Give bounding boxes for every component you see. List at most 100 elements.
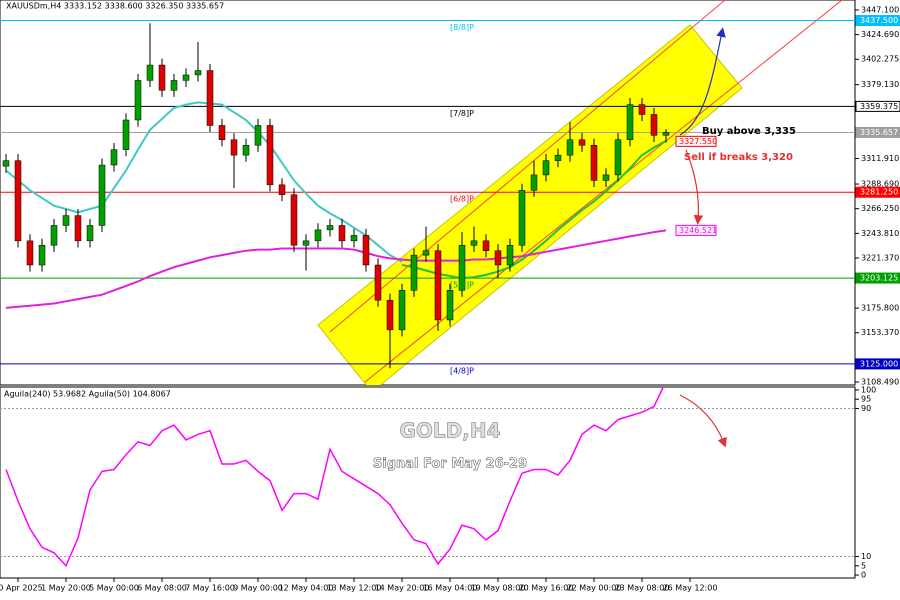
- annotation: Signal For May 26-29: [373, 457, 527, 472]
- candle-body: [398, 290, 406, 331]
- x-tick-label: 1 May 20:00: [41, 584, 91, 593]
- candle-body: [578, 139, 586, 146]
- candle-body: [482, 240, 490, 251]
- candle-body: [98, 164, 106, 226]
- oscillator-title: Aguila(240) 53.9682 Aguila(50) 104.8067: [4, 390, 171, 399]
- candle-body: [302, 240, 310, 246]
- price-marker-box: [675, 224, 717, 236]
- level-name: [6/8]P: [450, 195, 474, 204]
- level-label-box: [855, 100, 900, 112]
- y-tick-label: 95: [861, 395, 871, 404]
- candle-body: [338, 225, 346, 242]
- candle-body: [158, 64, 166, 91]
- candle-body: [266, 125, 274, 186]
- x-tick-label: 5 May 00:00: [89, 584, 139, 593]
- candle-body: [50, 225, 58, 246]
- annotation: Sell if breaks 3,320: [684, 152, 793, 163]
- candle-body: [14, 160, 22, 242]
- main-plot: [0, 20, 855, 369]
- channel-fill: [317, 24, 743, 385]
- price-marker-label: 3246.521: [679, 226, 717, 235]
- y-tick-label: 3424.690: [861, 30, 899, 39]
- candle-body: [458, 244, 466, 291]
- x-tick-label: 13 May 12:00: [327, 584, 382, 593]
- y-tick-label: 90: [861, 404, 871, 413]
- candle-body: [62, 215, 70, 226]
- candle-body: [110, 149, 118, 166]
- candle-body: [314, 229, 322, 242]
- candle-body: [626, 104, 634, 141]
- y-tick-label: 5: [861, 561, 866, 570]
- candle-body: [2, 160, 10, 167]
- x-tick-label: 30 Apr 2025: [0, 584, 43, 593]
- candle-body: [422, 250, 430, 256]
- level-name: [8/8]P: [450, 23, 474, 32]
- x-tick-label: 22 May 00:00: [567, 584, 622, 593]
- candle-body: [26, 240, 34, 266]
- level-label: 3203.125: [860, 274, 898, 283]
- annotation: Buy above 3,335: [702, 126, 796, 137]
- candle-body: [254, 125, 262, 146]
- channel-line: [329, 0, 726, 333]
- line: [5, 101, 403, 263]
- candle-body: [290, 194, 298, 246]
- level-label-box: [855, 358, 900, 370]
- arrow-up: [679, 27, 726, 136]
- candle-body: [86, 225, 94, 242]
- arrow-down: [685, 149, 704, 225]
- annotation: GOLD,H4: [399, 419, 500, 443]
- level-label: 3359.375: [860, 102, 898, 111]
- x-tick-label: 20 May 16:00: [519, 584, 574, 593]
- candle-body: [602, 174, 610, 181]
- level-label-box: [855, 126, 900, 138]
- candle-body: [182, 74, 190, 81]
- level-label: 3125.000: [860, 359, 898, 368]
- level-name: [5/8]P: [450, 281, 474, 290]
- y-tick-label: 3108.490: [861, 378, 899, 387]
- candle-body: [374, 264, 382, 301]
- x-tick-label: 19 May 08:00: [471, 584, 526, 593]
- candle-body: [74, 215, 82, 242]
- price-marker-box: [675, 135, 717, 147]
- line: [5, 387, 665, 568]
- candle-body: [554, 154, 562, 161]
- level-label: 3281.250: [860, 188, 898, 197]
- candle-body: [386, 299, 394, 331]
- level-label-box: [855, 186, 900, 198]
- y-tick-label: 3221.370: [861, 254, 899, 263]
- candle-body: [530, 174, 538, 191]
- candle-body: [662, 132, 670, 136]
- y-tick-label: 0: [861, 571, 866, 580]
- x-tick-label: 23 May 08:00: [615, 584, 670, 593]
- oscillator-panel-frame: [0, 386, 856, 579]
- candle-body: [494, 250, 502, 266]
- level-label-box: [855, 272, 900, 284]
- candle-body: [542, 160, 550, 176]
- level-name: [4/8]P: [450, 366, 474, 375]
- oscillator-plot: [0, 387, 855, 568]
- x-tick-label: 12 May 04:00: [279, 584, 334, 593]
- candle-body: [410, 254, 418, 291]
- line: [401, 140, 667, 280]
- x-tick-label: 14 May 20:00: [375, 584, 430, 593]
- channel: [317, 0, 843, 385]
- candle-body: [362, 235, 370, 266]
- candle-body: [326, 225, 334, 231]
- y-tick-label: 3447.100: [861, 5, 899, 14]
- y-tick-label: 3175.800: [861, 304, 899, 313]
- y-tick-label: 3288.690: [861, 180, 899, 189]
- candle-body: [518, 190, 526, 246]
- candle-body: [506, 244, 514, 266]
- y-tick-label: 3379.130: [861, 80, 899, 89]
- candle-body: [650, 114, 658, 136]
- y-tick-label: 3402.275: [861, 55, 899, 64]
- chart-title: XAUUSDm,H4 3333.152 3338.600 3326.350 33…: [6, 2, 224, 11]
- level-label-box: [855, 15, 900, 27]
- level-name: [7/8]P: [450, 109, 474, 118]
- candle-body: [146, 64, 154, 81]
- candle-body: [194, 70, 202, 76]
- x-tick-label: 9 May 00:00: [233, 584, 283, 593]
- x-tick-label: 26 May 12:00: [663, 584, 718, 593]
- candle-body: [170, 80, 178, 91]
